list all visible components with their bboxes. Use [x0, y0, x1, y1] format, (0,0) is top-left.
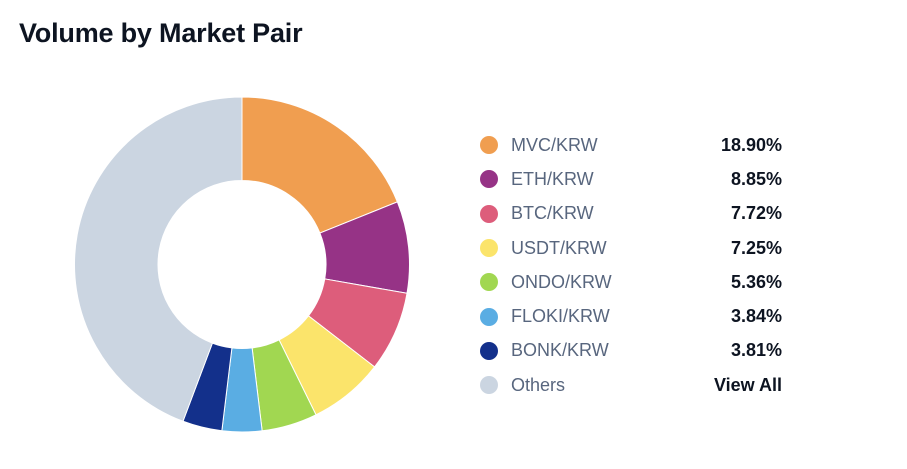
legend-item-floki-krw: FLOKI/KRW 3.84% [480, 299, 782, 333]
mvc-krw-color-dot-icon [480, 136, 498, 155]
legend-value: 3.84% [730, 306, 782, 327]
legend-label: BONK/KRW [511, 340, 609, 361]
chart-title: Volume by Market Pair [19, 18, 303, 48]
view-all-link[interactable]: View All [713, 374, 782, 395]
eth-krw-color-dot-icon [480, 170, 498, 189]
legend-item-btc-krw: BTC/KRW 7.72% [480, 197, 782, 231]
ondo-krw-color-dot-icon [480, 273, 498, 292]
legend-label: MVC/KRW [511, 134, 598, 155]
legend-item-others: Others View All [480, 368, 782, 402]
others-color-dot-icon [480, 376, 498, 395]
legend-label: Others [511, 374, 566, 395]
legend-value: 7.72% [730, 203, 782, 224]
legend-value: 7.25% [730, 237, 782, 258]
legend-item-usdt-krw: USDT/KRW 7.25% [480, 231, 782, 265]
legend-label: USDT/KRW [511, 237, 607, 258]
floki-krw-color-dot-icon [480, 307, 498, 326]
legend-value: 8.85% [730, 168, 782, 189]
donut-slice-others[interactable] [74, 96, 243, 422]
donut-slice-mvc-krw[interactable] [241, 96, 398, 234]
legend-value: 5.36% [730, 271, 782, 292]
legend-item-ondo-krw: ONDO/KRW 5.36% [480, 265, 782, 299]
legend-label: FLOKI/KRW [511, 306, 610, 327]
legend-label: ETH/KRW [511, 168, 594, 189]
legend-label: BTC/KRW [511, 203, 594, 224]
legend-value: 18.90% [720, 134, 782, 155]
legend: MVC/KRW 18.90% ETH/KRW 8.85% BTC/KRW 7.7… [480, 128, 782, 402]
btc-krw-color-dot-icon [480, 204, 498, 223]
bonk-krw-color-dot-icon [480, 341, 498, 360]
legend-label: ONDO/KRW [511, 271, 612, 292]
legend-item-eth-krw: ETH/KRW 8.85% [480, 162, 782, 196]
legend-item-bonk-krw: BONK/KRW 3.81% [480, 334, 782, 368]
legend-item-mvc-krw: MVC/KRW 18.90% [480, 128, 782, 162]
legend-value: 3.81% [730, 340, 782, 361]
usdt-krw-color-dot-icon [480, 239, 498, 258]
